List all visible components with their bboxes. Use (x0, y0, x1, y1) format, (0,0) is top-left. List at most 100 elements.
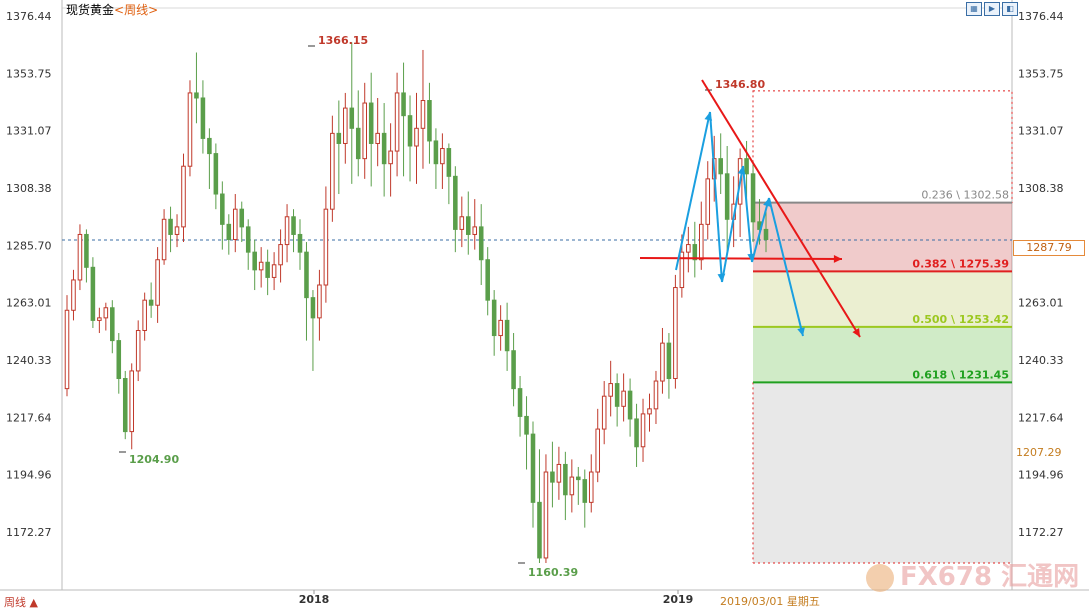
candle-body (453, 175, 458, 230)
candle-body (271, 264, 277, 278)
candle-body (362, 102, 368, 160)
candle-body (446, 148, 452, 177)
candle-body (148, 299, 154, 306)
x-tick-label: 2018 (299, 593, 330, 606)
candle-body (284, 216, 290, 246)
play-icon[interactable]: ▶ (984, 2, 1000, 16)
candle-body (252, 251, 257, 271)
candle-body (511, 350, 516, 390)
candle-body (537, 501, 542, 559)
candle-body (563, 463, 568, 496)
candle-body (601, 395, 607, 430)
candle-body (330, 132, 335, 210)
candle-body (135, 329, 141, 372)
candle-body (187, 92, 193, 167)
period-switch-button[interactable]: 周线 ▲ (4, 596, 38, 609)
candle-body (265, 261, 270, 278)
y-tick-label-left: 1217.64 (6, 411, 52, 424)
downtrend-arrow (701, 79, 861, 338)
candle-body (530, 433, 536, 503)
instrument-name: 现货黄金 (66, 3, 115, 17)
candle-body (317, 284, 322, 319)
candle-body (129, 370, 135, 433)
candle-body (491, 299, 497, 337)
candle-body (666, 342, 672, 380)
wave-arrow-6 (768, 197, 804, 337)
y-tick-label-right: 1376.44 (1018, 10, 1064, 23)
candle-body (213, 153, 219, 195)
fib-level-label: 0.382 \ 1275.39 (912, 257, 1009, 270)
chart-toolbar: ▦ ▶ ◧ (966, 2, 1018, 16)
candle-body (388, 150, 393, 165)
candle-body (116, 340, 122, 380)
candle-body (653, 380, 659, 410)
wave-arrow-6-head (797, 327, 805, 336)
candle-body (576, 476, 581, 481)
fib-zone-0382-0500 (753, 271, 1012, 327)
candle-body (595, 428, 601, 473)
candle-body (614, 383, 620, 407)
candle-body (84, 233, 89, 268)
candle-body (336, 132, 342, 144)
y-tick-label-right: 1194.96 (1018, 469, 1064, 482)
candle-body (634, 418, 639, 448)
candle-body (433, 140, 439, 165)
candle-body (550, 471, 555, 483)
price-annotation: 1204.90 (129, 453, 179, 466)
y-tick-label-left: 1308.38 (6, 182, 52, 195)
price-annotation: 1160.39 (528, 566, 578, 579)
y-tick-label-right: 1172.27 (1018, 526, 1064, 539)
y-tick-label-right: 1331.07 (1018, 125, 1064, 138)
candle-body (472, 226, 478, 235)
candle-body (110, 307, 115, 342)
candle-body (763, 228, 769, 241)
fib-zone-0500-0618 (753, 326, 1012, 383)
candle-body (647, 408, 652, 415)
candle-body (427, 100, 432, 142)
candle-body (220, 193, 225, 225)
wave-arrow-2 (709, 111, 723, 283)
grid-icon[interactable]: ▦ (966, 2, 982, 16)
current-price-tag: 1287.79 (1013, 240, 1085, 256)
candle-body (556, 463, 562, 483)
y-tick-label-left: 1376.44 (6, 10, 52, 23)
y-tick-label-left: 1172.27 (6, 526, 52, 539)
fx678-logo-icon (866, 563, 894, 592)
wave-arrow-3 (721, 165, 744, 283)
y-tick-label-right: 1240.33 (1018, 354, 1064, 367)
candle-body (569, 476, 575, 496)
settings-icon[interactable]: ◧ (1002, 2, 1018, 16)
y-tick-label-right: 1217.64 (1018, 411, 1064, 424)
y-tick-label-left: 1194.96 (6, 469, 52, 482)
x-tick-label: 2019 (663, 593, 694, 606)
candle-body (200, 97, 206, 139)
y-tick-label-left: 1331.07 (6, 125, 52, 138)
candle-body (343, 107, 348, 144)
candle-body (174, 226, 180, 235)
y-tick-label-left: 1285.70 (6, 239, 52, 252)
candle-body (142, 299, 147, 331)
candle-body (627, 390, 633, 420)
candle-body (640, 413, 646, 448)
candle-body (498, 319, 503, 337)
watermark: FX678 汇通网 (866, 556, 1079, 593)
candle-body (698, 223, 704, 261)
candle-body (621, 390, 626, 407)
price-annotation: 1346.80 (715, 78, 765, 91)
candle-body (207, 137, 212, 155)
candle-body (459, 216, 465, 230)
y-tick-label-right: 1353.75 (1018, 67, 1064, 80)
candle-body (291, 216, 296, 235)
candle-body (478, 226, 484, 261)
candle-body (543, 471, 549, 559)
candle-body (355, 127, 361, 160)
candle-body (673, 287, 678, 380)
candle-body (381, 132, 387, 165)
candle-body (64, 309, 70, 390)
candle-body (168, 218, 173, 235)
candle-body (465, 216, 471, 235)
y-tick-label-right: 1263.01 (1018, 297, 1064, 310)
candle-body (750, 173, 756, 223)
candle-body (77, 233, 83, 281)
